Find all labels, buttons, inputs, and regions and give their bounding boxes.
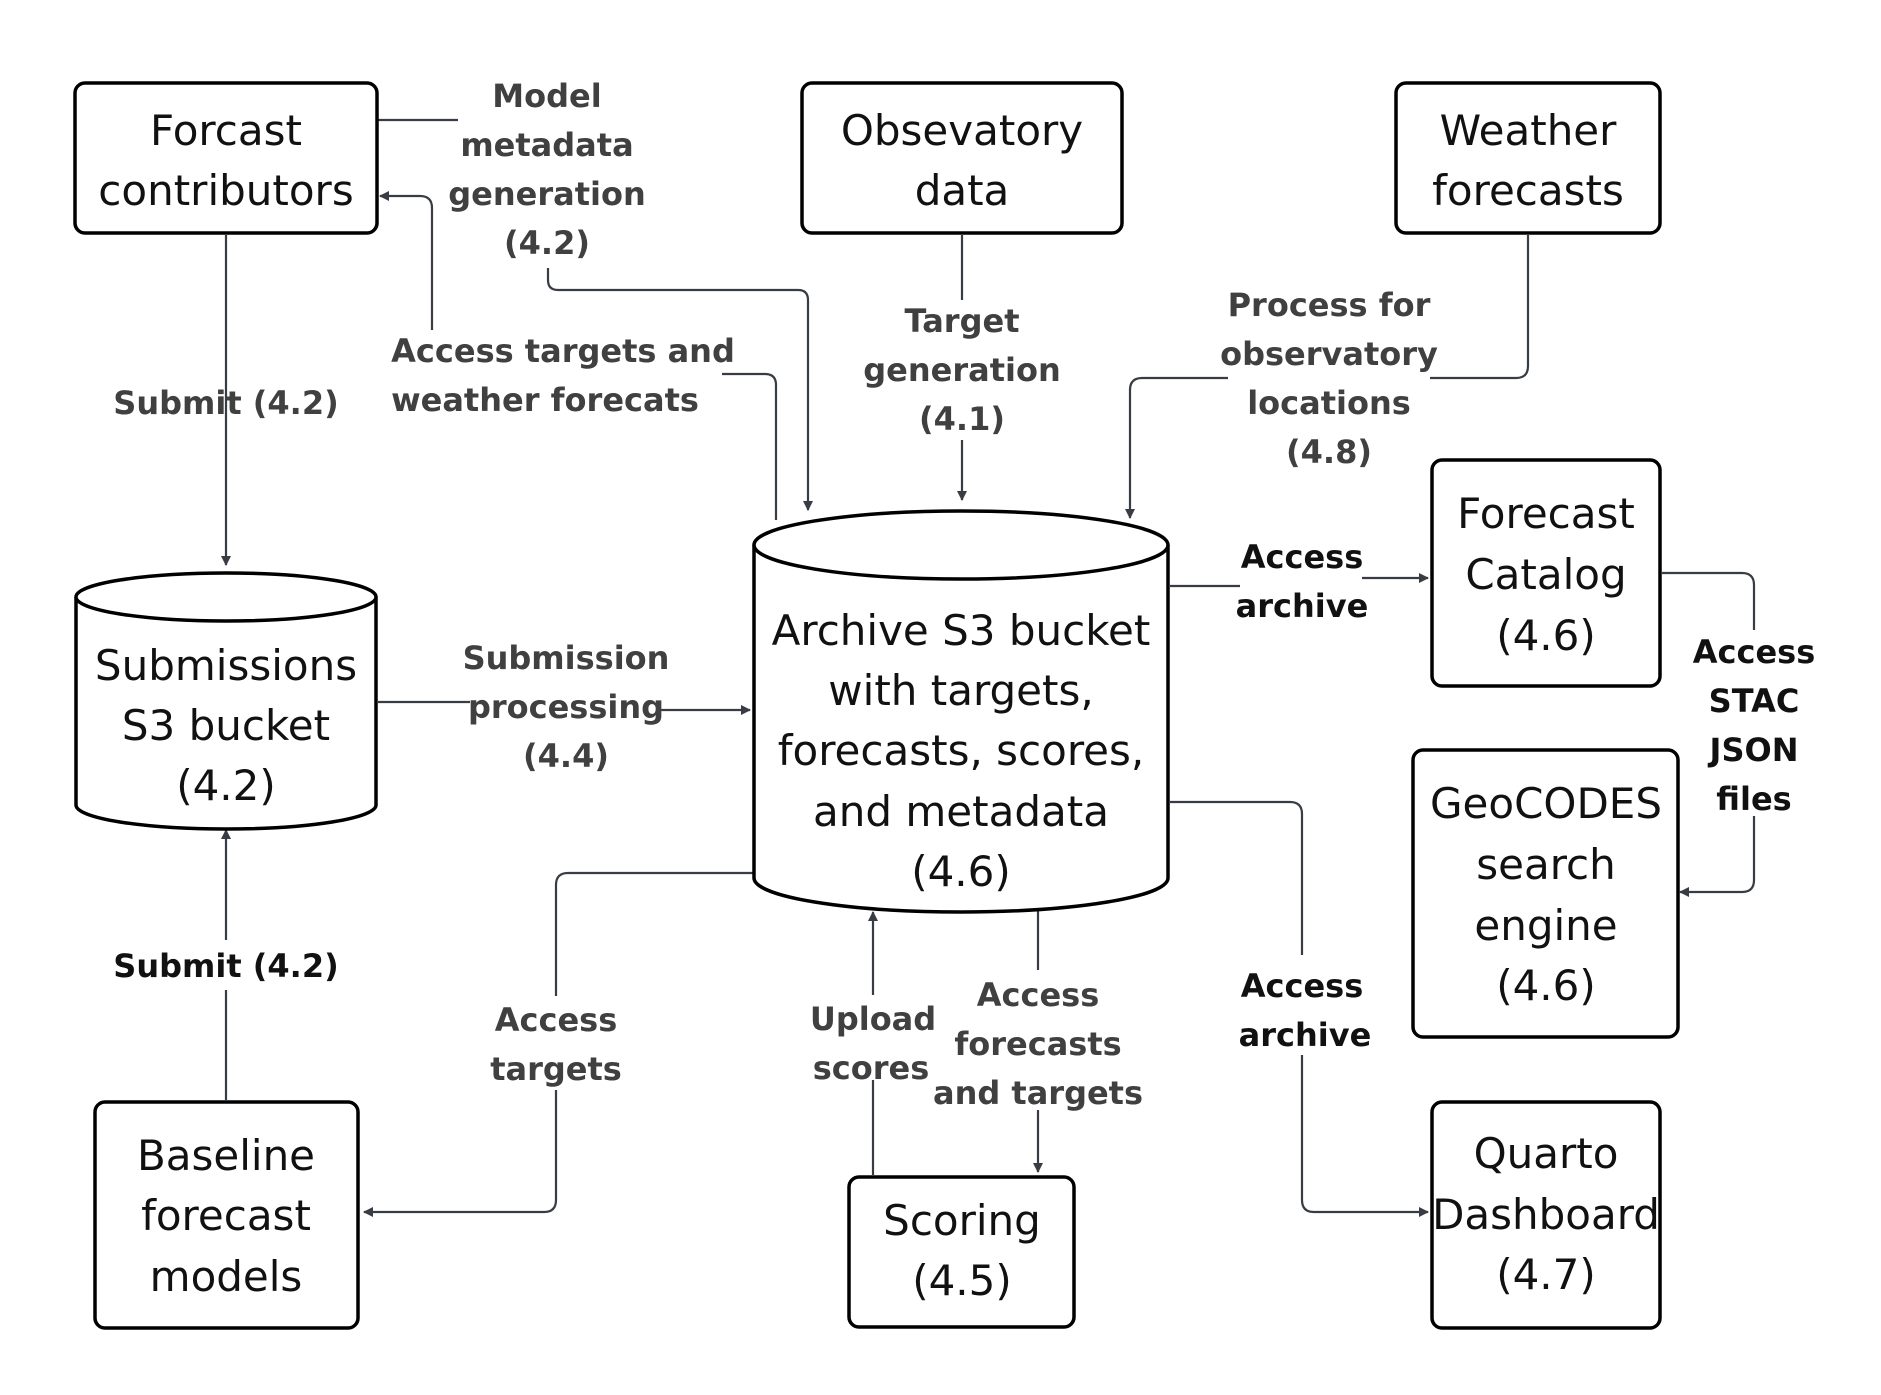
label-access-forecasts-targets-line-3: and targets (933, 1074, 1143, 1112)
node-quarto-dashboard-line-1: Quarto (1474, 1129, 1619, 1178)
node-submissions-bucket[interactable] (74, 571, 378, 831)
edge-process-observatory-left (1125, 376, 1228, 519)
label-access-forecasts-targets-line-2: forecasts (954, 1025, 1121, 1063)
node-forecast-catalog-line-1: Forecast (1457, 489, 1635, 538)
label-submission-processing-line-1: Submission (463, 639, 670, 677)
label-upload-scores-line-2: scores (813, 1049, 930, 1087)
node-submissions-bucket-line-1: Submissions (95, 641, 357, 690)
node-geocodes-line-2: search (1476, 840, 1616, 889)
edge-labels: Model metadata generation (4.2) Access t… (113, 77, 1815, 1112)
node-quarto-dashboard-line-3: (4.7) (1496, 1250, 1596, 1299)
label-model-metadata-line-3: generation (448, 175, 646, 213)
label-access-archive-catalog-line-2: archive (1236, 587, 1369, 625)
node-scoring[interactable] (847, 1175, 1076, 1329)
node-forcast-contributors-line-1: Forcast (150, 106, 302, 155)
node-observatory-data-line-2: data (915, 166, 1010, 215)
label-model-metadata-line-4: (4.2) (504, 224, 590, 262)
node-archive-bucket[interactable] (752, 509, 1170, 914)
label-access-targets-weather-line-1: Access targets and (391, 332, 735, 370)
label-access-stac-line-4: files (1716, 780, 1791, 818)
node-baseline-models-line-3: models (150, 1252, 303, 1301)
node-forecast-catalog[interactable] (1430, 458, 1662, 688)
label-access-archive-dashboard-line-2: archive (1239, 1016, 1372, 1054)
label-access-stac-line-3: JSON (1708, 731, 1799, 769)
edge-model-metadata-down (546, 268, 813, 511)
edges (221, 118, 1756, 1217)
node-archive-bucket-line-4: and metadata (813, 787, 1109, 836)
label-access-stac-line-2: STAC (1709, 682, 1800, 720)
node-forcast-contributors-line-2: contributors (98, 166, 353, 215)
edge-access-targets-weather-up (379, 191, 434, 330)
node-baseline-models[interactable] (93, 1100, 360, 1330)
edge-access-targets-weather (722, 372, 778, 520)
label-submit-contributors: Submit (4.2) (113, 384, 338, 422)
edge-access-stac (1662, 571, 1756, 630)
node-archive-bucket-line-2: with targets, (828, 666, 1093, 715)
nodes: Forcast contributors Obsevatory data Wea… (73, 81, 1680, 1330)
node-scoring-line-2: (4.5) (912, 1256, 1012, 1305)
label-model-metadata-line-1: Model (492, 77, 601, 115)
node-baseline-models-line-1: Baseline (137, 1131, 315, 1180)
node-scoring-line-1: Scoring (883, 1196, 1041, 1245)
edge-access-targets (554, 871, 754, 996)
label-process-observatory-line-1: Process for (1228, 286, 1431, 324)
node-archive-bucket-line-3: forecasts, scores, (778, 726, 1145, 775)
node-weather-forecasts[interactable] (1394, 81, 1662, 235)
node-archive-bucket-line-5: (4.6) (911, 847, 1011, 896)
node-geocodes-line-4: (4.6) (1496, 961, 1596, 1010)
edge-access-stac-down (1679, 816, 1756, 897)
node-weather-forecasts-line-2: forecasts (1432, 166, 1624, 215)
label-access-archive-dashboard-line-1: Access (1241, 967, 1364, 1005)
node-geocodes[interactable] (1411, 748, 1680, 1039)
label-submit-baseline: Submit (4.2) (113, 947, 338, 985)
edge-process-observatory (1430, 235, 1530, 380)
label-access-targets-weather-line-2: weather forecats (391, 381, 699, 419)
edge-access-archive-dashboard-down (1300, 1055, 1429, 1217)
node-archive-bucket-line-1: Archive S3 bucket (772, 606, 1151, 655)
edge-access-archive-dashboard (1170, 800, 1304, 955)
node-submissions-bucket-line-2: S3 bucket (122, 701, 330, 750)
node-baseline-models-line-2: forecast (141, 1191, 311, 1240)
node-quarto-dashboard[interactable] (1430, 1100, 1662, 1330)
node-submissions-bucket-line-3: (4.2) (176, 761, 276, 810)
label-access-targets-line-1: Access (495, 1001, 618, 1039)
node-quarto-dashboard-line-2: Dashboard (1432, 1190, 1660, 1239)
edge-access-targets-down (363, 1090, 558, 1217)
label-process-observatory-line-3: locations (1247, 384, 1411, 422)
label-access-targets-line-2: targets (490, 1050, 622, 1088)
node-observatory-data-line-1: Obsevatory (841, 106, 1083, 155)
label-model-metadata-line-2: metadata (460, 126, 633, 164)
node-forecast-catalog-line-2: Catalog (1465, 550, 1626, 599)
label-access-forecasts-targets-line-1: Access (977, 976, 1100, 1014)
node-weather-forecasts-line-1: Weather (1440, 106, 1618, 155)
node-geocodes-line-3: engine (1474, 901, 1617, 950)
node-forcast-contributors[interactable] (73, 81, 379, 235)
label-target-generation-line-2: generation (863, 351, 1061, 389)
label-access-archive-catalog-line-1: Access (1241, 538, 1364, 576)
node-forecast-catalog-line-3: (4.6) (1496, 611, 1596, 660)
label-target-generation-line-3: (4.1) (919, 400, 1005, 438)
label-submission-processing-line-2: processing (468, 688, 664, 726)
label-process-observatory-line-4: (4.8) (1286, 433, 1372, 471)
label-process-observatory-line-2: observatory (1220, 335, 1438, 373)
label-upload-scores-line-1: Upload (810, 1000, 936, 1038)
label-access-stac-line-1: Access (1693, 633, 1816, 671)
node-geocodes-line-1: GeoCODES (1430, 779, 1662, 828)
node-observatory-data[interactable] (800, 81, 1124, 235)
label-target-generation-line-1: Target (905, 302, 1020, 340)
label-submission-processing-line-3: (4.4) (523, 737, 609, 775)
